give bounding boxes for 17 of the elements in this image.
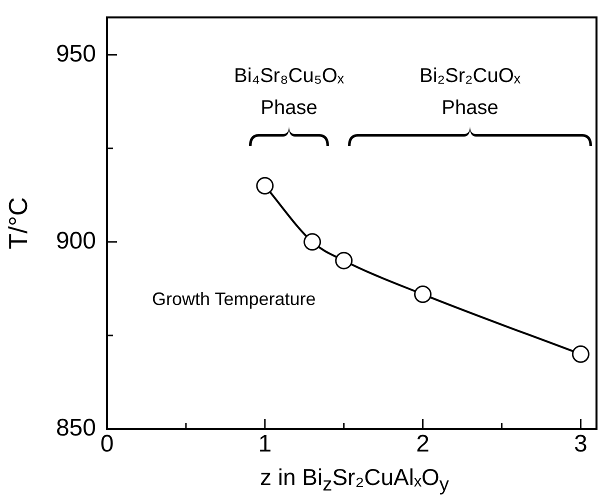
x-tick-label: 0 [100,430,114,458]
y-tick-label: 850 [56,414,96,442]
y-tick-label: 900 [56,228,96,255]
y-axis-title: T/°C [2,197,33,250]
x-axis-title: z in Bi$_{z}$Sr₂CuAlₓO$_{y}$ [258,463,450,495]
x-tick-label: 1 [258,430,272,458]
y-tick-label: 950 [56,40,96,68]
point [304,233,322,251]
point [414,286,432,304]
annotation: Bi₄Sr₈Cu₅Oₓ Phase [234,65,344,119]
annotation: Bi₂Sr₂CuOₓ Phase [420,65,521,119]
point [335,252,353,270]
x-tick-label: 3 [574,430,588,458]
point [256,177,274,195]
x-tick-label: 2 [416,430,430,458]
point [572,345,590,363]
annotation: Growth Temperature [152,288,316,309]
